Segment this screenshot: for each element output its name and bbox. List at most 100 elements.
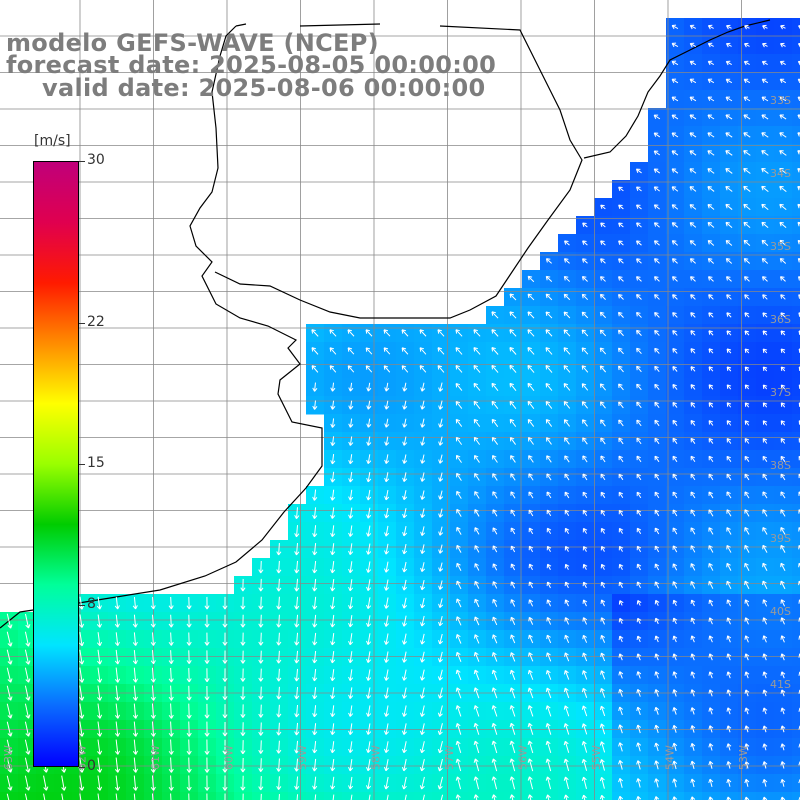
wind-arrow — [204, 739, 210, 755]
title-model: modelo GEFS-WAVE (NCEP) — [6, 29, 379, 57]
wind-arrow — [366, 759, 372, 772]
wind-arrow — [473, 722, 480, 735]
wind-arrow — [689, 204, 697, 210]
wind-arrow — [744, 330, 750, 336]
wind-arrow — [653, 258, 660, 264]
wind-arrow — [132, 775, 138, 791]
wind-arrow — [599, 276, 606, 282]
wind-arrow — [689, 24, 697, 30]
wind-arrow — [491, 436, 499, 445]
wind-arrow — [312, 705, 318, 718]
wind-arrow — [545, 293, 553, 301]
longitude-label: 53W — [737, 745, 750, 770]
longitude-label: 56W — [517, 745, 530, 770]
wind-arrow — [762, 743, 768, 751]
wind-arrow — [384, 382, 390, 392]
wind-arrow — [780, 707, 786, 715]
wind-arrow — [312, 578, 318, 592]
wind-arrow — [186, 685, 192, 701]
wind-arrow — [618, 777, 624, 788]
wind-speed-cell — [792, 306, 800, 325]
wind-arrow — [312, 632, 318, 646]
wind-arrow — [186, 775, 192, 791]
wind-arrow — [276, 704, 282, 718]
wind-arrow — [762, 455, 768, 462]
wind-arrow — [384, 597, 390, 609]
wind-arrow — [671, 42, 679, 48]
wind-arrow — [473, 436, 481, 445]
wind-arrow — [636, 311, 642, 318]
wind-arrow — [707, 24, 714, 30]
wind-arrow — [581, 311, 589, 319]
wind-arrow — [744, 455, 750, 462]
wind-arrow — [168, 739, 174, 755]
wind-arrow — [366, 507, 372, 519]
wind-arrow — [654, 671, 660, 679]
wind-arrow — [258, 722, 264, 736]
wind-arrow — [312, 687, 318, 700]
wind-arrow — [762, 778, 768, 787]
wind-speed-cell — [792, 180, 800, 199]
wind-arrow — [312, 489, 318, 501]
wind-arrow — [474, 580, 480, 589]
wind-arrow — [690, 455, 696, 463]
wind-arrow — [599, 794, 605, 800]
wind-arrow — [348, 454, 354, 465]
wind-arrow — [780, 796, 786, 800]
wind-arrow — [222, 686, 228, 701]
wind-arrow — [492, 527, 498, 535]
wind-arrow — [618, 186, 624, 192]
wind-speed-cell — [792, 18, 800, 37]
wind-arrow — [438, 400, 444, 410]
wind-arrow — [455, 418, 463, 427]
wind-arrow — [600, 670, 606, 680]
wind-arrow — [744, 24, 750, 30]
wind-arrow — [564, 634, 570, 643]
wind-arrow — [6, 631, 13, 647]
wind-arrow — [726, 544, 732, 553]
wind-arrow — [618, 509, 624, 516]
wind-arrow — [330, 669, 336, 682]
wind-arrow — [779, 276, 786, 282]
wind-arrow — [780, 455, 786, 462]
wind-arrow — [384, 633, 390, 645]
wind-arrow — [492, 563, 498, 571]
wind-arrow — [168, 775, 174, 791]
wind-arrow — [546, 509, 552, 517]
wind-arrow — [708, 671, 714, 679]
wind-arrow — [618, 600, 624, 606]
wind-arrow — [797, 42, 800, 48]
wind-arrow — [726, 509, 732, 517]
wind-speed-cell — [396, 792, 415, 800]
wind-arrow — [527, 437, 534, 445]
wind-arrow — [744, 544, 750, 553]
wind-arrow — [455, 382, 463, 391]
wind-arrow — [600, 599, 606, 607]
wind-arrow — [168, 721, 174, 737]
wind-arrow — [366, 651, 372, 663]
wind-arrow — [599, 687, 606, 698]
wind-arrow — [258, 632, 264, 646]
wind-arrow — [330, 596, 336, 610]
wind-arrow — [330, 758, 336, 772]
wind-arrow — [672, 563, 678, 571]
wind-arrow — [491, 794, 497, 800]
wind-arrow — [186, 596, 192, 610]
wind-arrow — [348, 418, 354, 428]
wind-arrow — [617, 311, 624, 318]
wind-arrow — [114, 757, 121, 773]
wind-arrow — [419, 687, 425, 699]
wind-arrow — [690, 689, 696, 697]
wind-arrow — [618, 455, 624, 463]
wind-arrow — [384, 454, 390, 464]
legend-tick-label: 15 — [87, 455, 105, 471]
wind-arrow — [780, 509, 786, 517]
wind-arrow — [545, 687, 552, 699]
wind-arrow — [618, 437, 624, 445]
wind-arrow — [474, 616, 480, 626]
wind-arrow — [636, 222, 642, 228]
latitude-label: 35S — [770, 240, 791, 253]
wind-arrow — [474, 454, 480, 463]
wind-arrow — [383, 759, 390, 772]
wind-arrow — [240, 686, 246, 700]
